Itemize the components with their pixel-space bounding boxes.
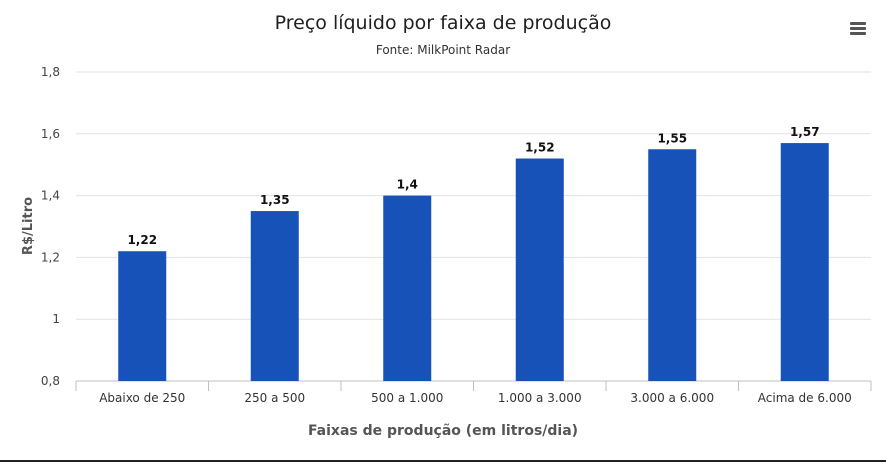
x-axis-title: Faixas de produção (em litros/dia) — [308, 423, 578, 439]
x-category-label: 500 a 1.000 — [371, 391, 443, 405]
bar-value-label: 1,22 — [127, 233, 157, 247]
bar-value-label: 1,35 — [260, 193, 290, 207]
x-category-label: Acima de 6.000 — [758, 391, 852, 405]
y-tick-label: 1,6 — [41, 127, 60, 141]
hamburger-menu-icon[interactable] — [850, 22, 866, 36]
y-tick-label: 1,4 — [41, 189, 60, 203]
chart-title: Preço líquido por faixa de produção — [274, 12, 612, 34]
bar — [780, 143, 829, 381]
x-category-label: 3.000 a 6.000 — [630, 391, 714, 405]
bar — [515, 158, 564, 381]
bar-value-label: 1,57 — [790, 125, 820, 139]
y-tick-label: 1 — [52, 312, 60, 326]
bar — [118, 251, 167, 381]
y-tick-label: 1,2 — [41, 250, 60, 264]
y-tick-label: 1,8 — [41, 65, 60, 79]
bar-value-label: 1,52 — [525, 141, 555, 155]
bottom-divider — [0, 460, 886, 462]
bar — [250, 211, 299, 381]
chart-subtitle: Fonte: MilkPoint Radar — [375, 43, 511, 57]
y-axis-title: R$/Litro — [21, 197, 36, 255]
x-category-label: 1.000 a 3.000 — [498, 391, 582, 405]
bar-value-label: 1,4 — [397, 178, 418, 192]
x-category-label: Abaixo de 250 — [99, 391, 185, 405]
y-tick-label: 0,8 — [41, 374, 60, 388]
bar — [383, 195, 432, 381]
bar — [648, 149, 697, 381]
bar-value-label: 1,55 — [657, 131, 687, 145]
x-category-label: 250 a 500 — [244, 391, 305, 405]
